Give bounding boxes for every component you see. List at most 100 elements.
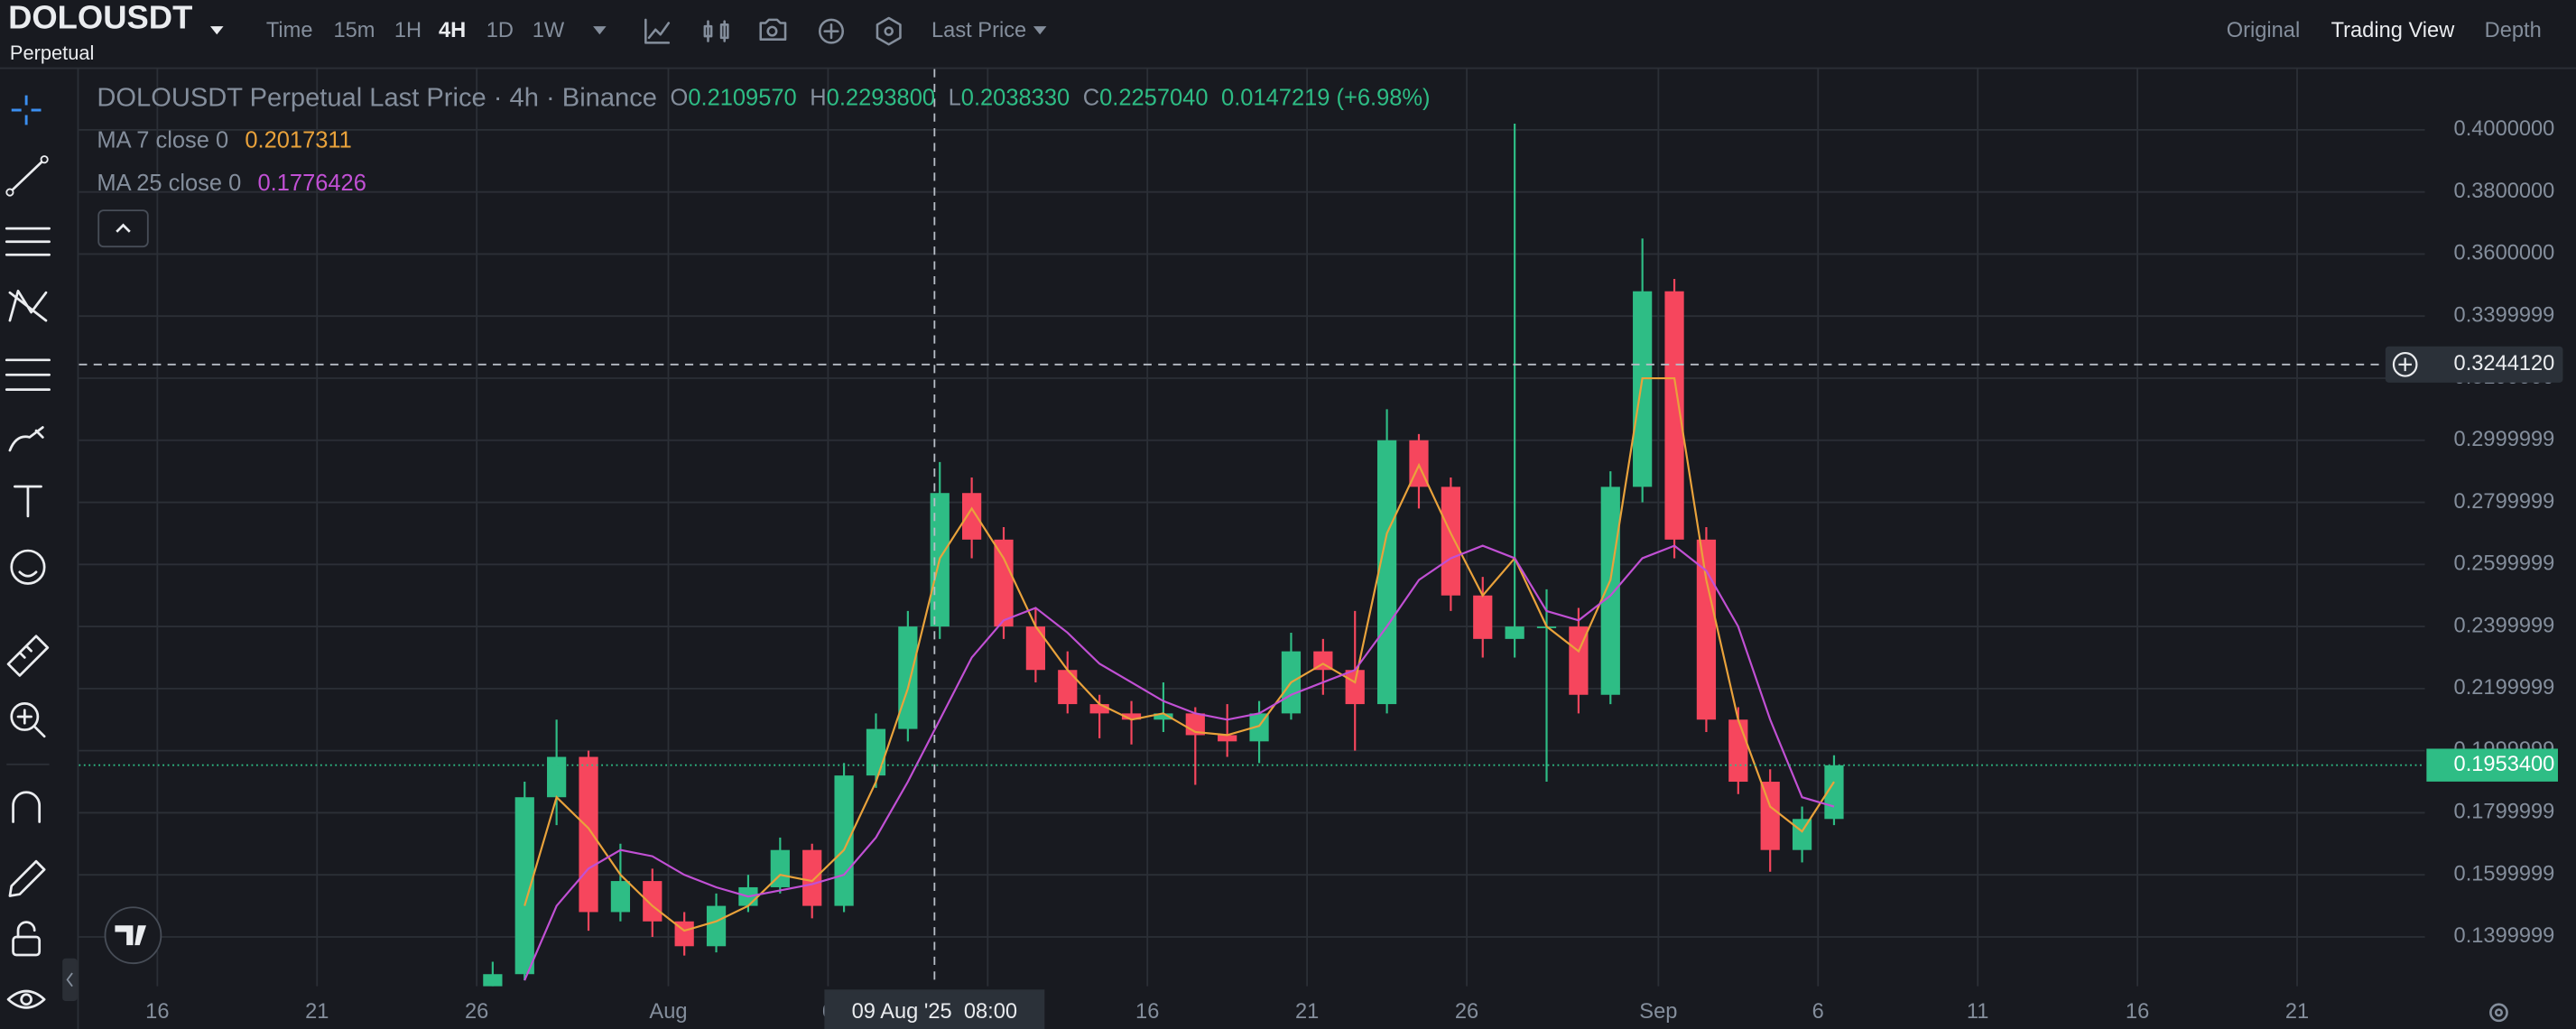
candle-body [994,539,1014,627]
interval-button[interactable]: 15m [333,19,375,42]
axis-settings-dot [2494,1008,2504,1017]
interval-button[interactable]: 1W [533,19,565,42]
candle-body [1376,440,1397,705]
candle-body [643,881,663,922]
ma-line [524,544,1835,981]
lock-tool[interactable] [12,935,42,957]
candle-type-icon[interactable] [703,20,729,42]
crosshair-price-box [2385,346,2563,383]
price-type-caret[interactable] [1033,26,1047,35]
candle-body [1473,595,1493,639]
toolbar-collapse[interactable] [62,958,78,1002]
y-tick-label: 0.3800000 [2454,180,2555,203]
toolbar-collapse-arrow [66,972,73,987]
visibility-pupil [20,993,32,1006]
interval-button[interactable]: 1H [394,19,422,42]
y-tick-label: 0.4000000 [2454,117,2555,141]
add-plus [823,23,839,40]
magnet-tool[interactable] [12,791,42,823]
ruler-tool[interactable] [6,635,50,677]
zoom-tool[interactable] [10,702,40,731]
symbol[interactable]: DOLOUSDT [8,0,192,35]
candle-body [1569,626,1589,695]
candle-body [1025,626,1045,671]
interval-button[interactable]: 4H [439,19,466,42]
crosshair-price-label: 0.3244120 [2454,352,2555,375]
ma-legend: MA 7 close 0 0.2017311 MA 25 close 0 0.1776… [97,127,366,195]
x-tick-label: 21 [2285,1000,2309,1024]
add-icon[interactable] [818,18,845,44]
draw-lock-tool[interactable] [8,859,46,897]
ma-line [524,376,1835,932]
interval-button[interactable]: 1D [486,19,514,42]
crosshair-add-icon[interactable] [2392,351,2418,377]
last-price-label: 0.1953400 [2454,753,2555,776]
view-button[interactable]: Original [2227,19,2300,42]
y-tick-label: 0.2199999 [2454,676,2555,700]
ohlc-name: O [671,85,689,110]
y-tick-label: 0.1599999 [2454,862,2555,885]
crosshair-time-box [824,989,1045,1029]
lock-shackle [16,921,36,939]
x-tick-label: 21 [305,1000,329,1024]
candle-body [866,728,886,776]
brush-tool[interactable] [8,426,44,452]
view-button[interactable]: Trading View [2331,19,2456,42]
y-tick-label: 0.3399999 [2454,303,2555,327]
ma-value: 0.1776426 [258,171,366,196]
views: Original Trading View Depth [2227,19,2542,42]
ma-legend-item: MA 7 close 0 0.2017311 [97,127,351,153]
ohlc-change: 0.0147219 (+6.98%) [1221,85,1430,110]
symbol-caret[interactable] [209,26,224,35]
pattern-tool[interactable] [8,289,48,322]
y-tick-label: 0.1399999 [2454,924,2555,948]
line-tool-dot [40,155,49,164]
drawing-toolbar [5,95,78,1009]
x-tick-label: 11 [1967,1000,1989,1024]
x-tick-label: 16 [1135,1000,1159,1024]
axis-settings[interactable] [2489,1003,2508,1023]
crosshair-tool[interactable] [11,95,42,125]
channel-tool[interactable] [5,227,51,256]
ma-name: MA 25 close 0 [97,171,241,196]
line-tool[interactable] [8,158,46,194]
contract: Perpetual [10,42,94,64]
interval-caret[interactable] [593,26,607,35]
candle-body [514,797,534,975]
emoji-tool[interactable] [10,549,46,585]
price-type[interactable]: Last Price [931,19,1026,42]
screenshot-icon[interactable] [759,18,787,41]
candle-body [483,974,503,987]
candle-body [706,905,727,947]
ohlc-name: H [810,85,826,110]
interval-button[interactable]: Time [266,19,313,42]
x-tick-label: 26 [465,1000,488,1024]
legend-collapse[interactable] [97,209,149,248]
screenshot-lens [766,25,778,37]
ma-legend-item: MA 25 close 0 0.1776426 [97,171,366,196]
chart-tools [644,16,902,46]
candle-body [1728,719,1748,783]
x-tick-label: 16 [145,1000,169,1024]
settings-icon[interactable] [876,16,902,46]
visibility-tool[interactable] [6,989,46,1009]
fib-tool[interactable] [5,358,51,391]
settings-dot [884,26,894,36]
overlay: 0.40000000.38000000.36000000.33999990.31… [79,69,2563,1029]
x-tick-label: Sep [1639,1000,1677,1024]
candle-body [1089,704,1109,714]
x-tick-label: 21 [1295,1000,1319,1024]
ohlc-value: 0.2257040 [1099,85,1208,110]
text-tool[interactable] [14,485,42,518]
intervals: Time 15m 1H 4H 1D 1W [266,19,565,42]
line-tool-dot [5,188,14,197]
view-button[interactable]: Depth [2485,19,2542,42]
zoom-plus [16,709,46,738]
indicator-icon[interactable] [644,18,671,44]
ma-name: MA 7 close 0 [97,127,228,153]
candle-body [898,626,918,729]
candle-body [547,756,567,798]
